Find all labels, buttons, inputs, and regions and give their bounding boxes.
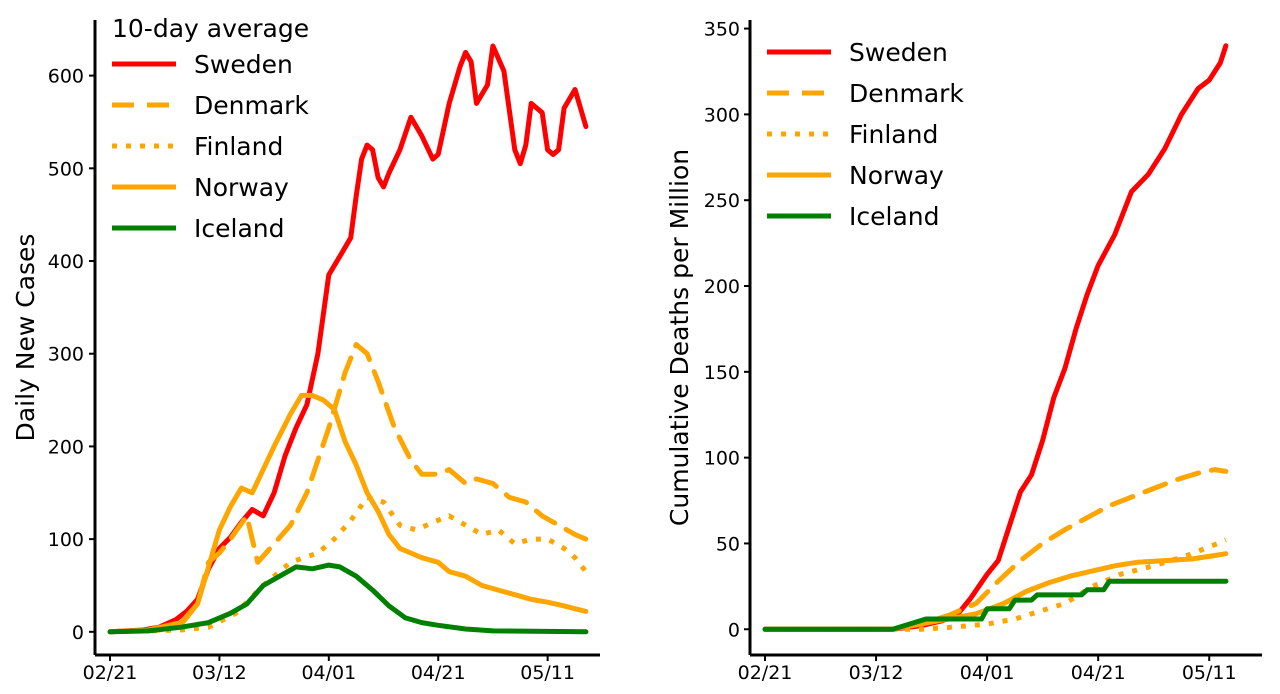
- legend-label-iceland: Iceland: [849, 202, 939, 231]
- series-line-iceland: [762, 578, 1229, 632]
- y-tick-label: 50: [716, 533, 740, 555]
- legend-label-iceland: Iceland: [194, 214, 284, 243]
- chart-panel-1: 0 100 200 300 400 500 600 02/21 03/12 04/01 04/21 0…: [11, 14, 600, 684]
- y-tick-label: 600: [48, 66, 84, 88]
- x-tick-label: 02/21: [738, 662, 793, 684]
- y-tick-label: 200: [704, 276, 740, 298]
- legend: Sweden Denmark Finland Norway Iceland: [767, 38, 964, 231]
- y-tick-label: 250: [704, 190, 740, 212]
- legend: 10-day average Sweden Denmark Finland Norway…: [112, 14, 309, 243]
- x-tick-label: 04/21: [1071, 662, 1126, 684]
- series-line-sweden: [762, 43, 1229, 632]
- series-line-denmark: [107, 342, 589, 635]
- y-tick-label: 300: [704, 104, 740, 126]
- legend-label-denmark: Denmark: [849, 79, 964, 108]
- x-tick-label: 05/11: [1182, 662, 1237, 684]
- series-line-norway: [762, 551, 1229, 632]
- legend-label-finland: Finland: [194, 132, 283, 161]
- x-tick-label: 04/21: [411, 662, 466, 684]
- legend-label-denmark: Denmark: [194, 91, 309, 120]
- chart-panel-2: 0 50 100 150 200 250 300 350 02/21 03/12 04/01 04/2…: [665, 19, 1262, 684]
- legend-label-norway: Norway: [194, 173, 289, 202]
- series-line-iceland: [107, 562, 589, 635]
- x-tick-label: 03/12: [849, 662, 904, 684]
- y-tick-label: 500: [48, 158, 84, 180]
- legend-title: 10-day average: [112, 14, 309, 43]
- series-line-norway: [107, 392, 589, 635]
- x-tick-label: 04/01: [301, 662, 356, 684]
- y-tick-label: 100: [704, 448, 740, 470]
- legend-label-norway: Norway: [849, 161, 944, 190]
- y-tick-label: 0: [72, 622, 84, 644]
- y-tick-label: 350: [704, 19, 740, 41]
- legend-label-sweden: Sweden: [194, 50, 293, 79]
- series-line-finland: [109, 494, 588, 635]
- y-axis-label: Cumulative Deaths per Million: [665, 149, 694, 526]
- y-tick-label: 100: [48, 529, 84, 551]
- y-tick-label: 200: [48, 436, 84, 458]
- y-tick-label: 400: [48, 251, 84, 273]
- y-tick-label: 150: [704, 362, 740, 384]
- x-tick-label: 03/12: [192, 662, 247, 684]
- x-tick-label: 05/11: [520, 662, 575, 684]
- legend-label-sweden: Sweden: [849, 38, 948, 67]
- y-tick-label: 0: [728, 619, 740, 641]
- series-line-sweden: [107, 43, 589, 635]
- x-tick-label: 04/01: [960, 662, 1015, 684]
- y-tick-label: 300: [48, 344, 84, 366]
- x-tick-label: 02/21: [83, 662, 138, 684]
- legend-label-finland: Finland: [849, 120, 938, 149]
- y-axis-label: Daily New Cases: [11, 234, 40, 442]
- series-line-finland: [765, 537, 1227, 632]
